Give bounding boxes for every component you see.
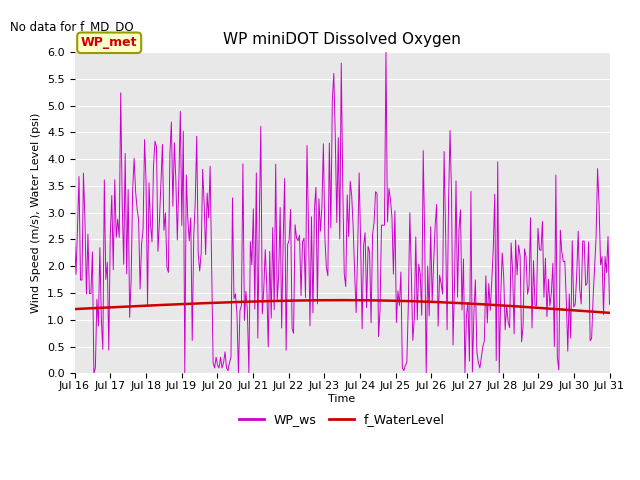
Legend: WP_ws, f_WaterLevel: WP_ws, f_WaterLevel: [234, 408, 450, 432]
X-axis label: Time: Time: [328, 394, 356, 404]
Text: WP_met: WP_met: [81, 36, 138, 49]
Text: No data for f_MD_DO: No data for f_MD_DO: [10, 20, 134, 33]
Title: WP miniDOT Dissolved Oxygen: WP miniDOT Dissolved Oxygen: [223, 32, 461, 47]
Y-axis label: Wind Speed (m/s), Water Level (psi): Wind Speed (m/s), Water Level (psi): [31, 112, 42, 313]
